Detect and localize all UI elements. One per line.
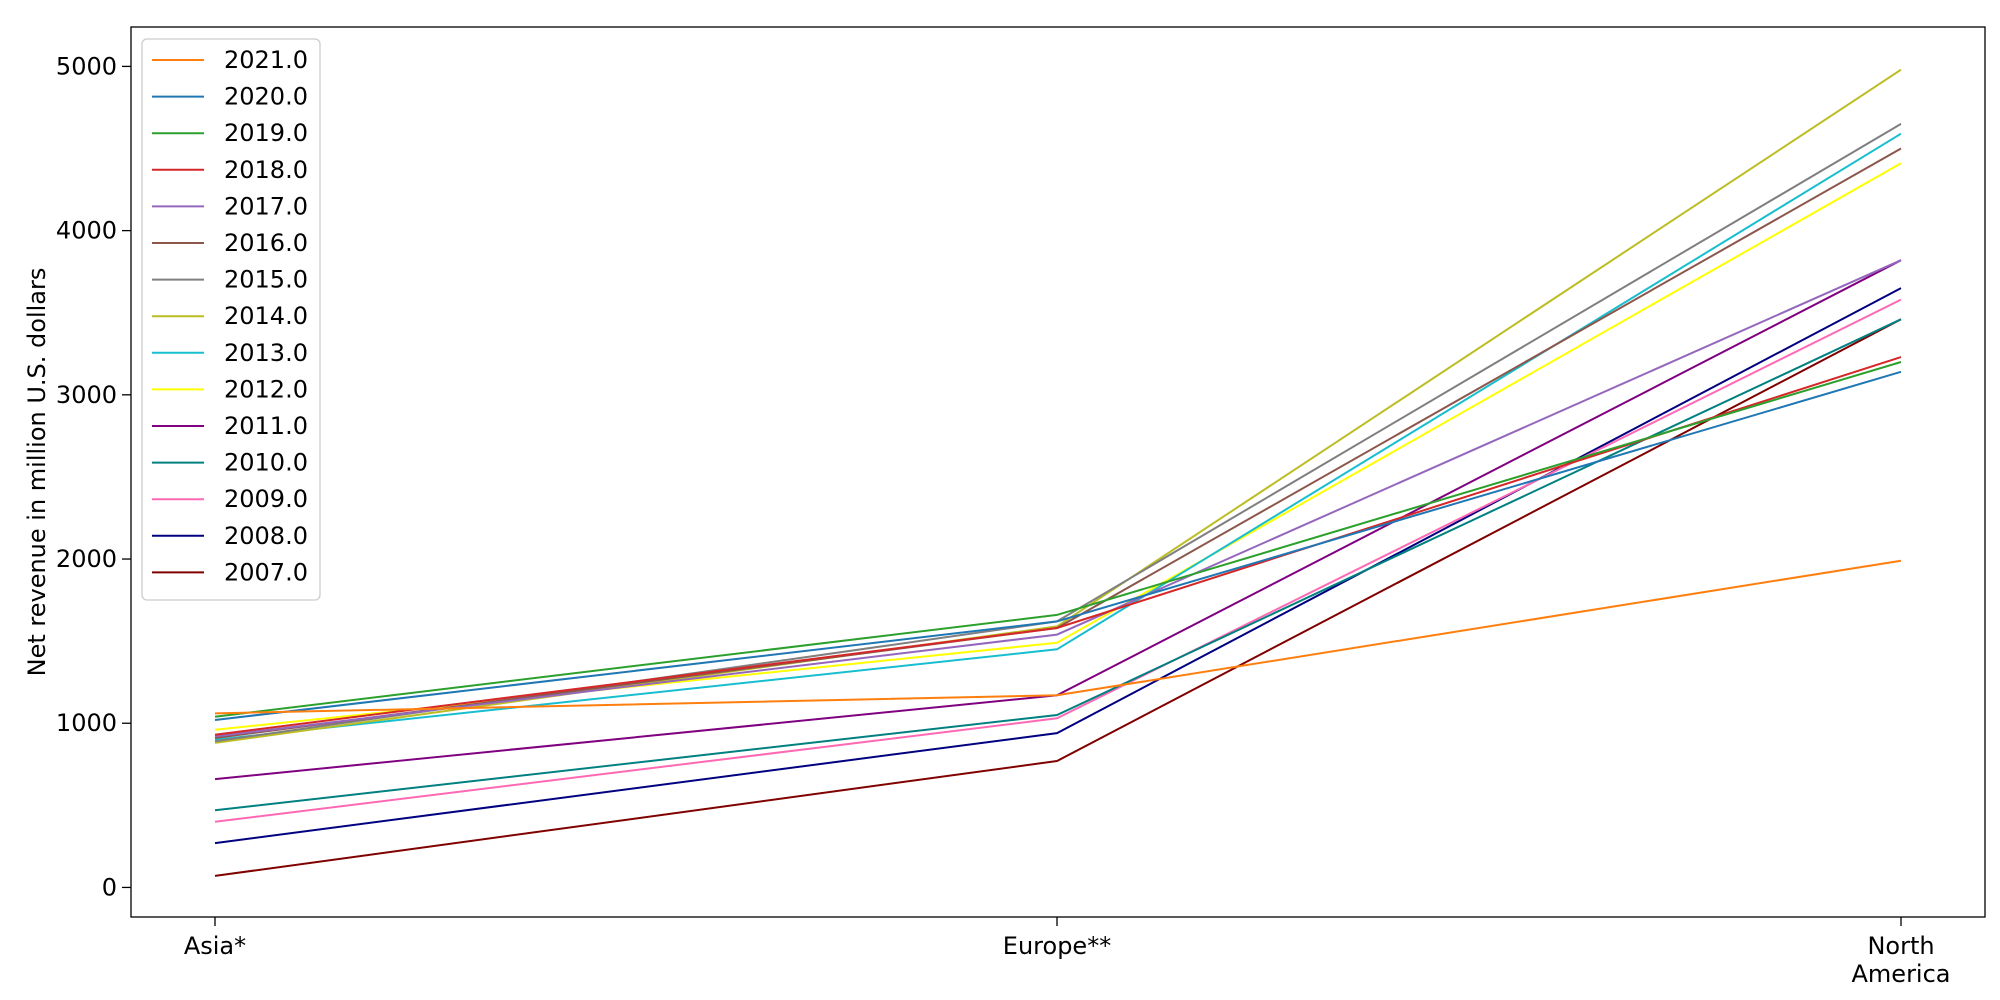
series-line-2018.0 bbox=[214, 356, 1902, 736]
y-tick-label: 4000 bbox=[56, 217, 117, 245]
legend-label: 2020.0 bbox=[224, 83, 308, 111]
series-line-2021.0 bbox=[214, 559, 1902, 715]
x-tick-label: Asia* bbox=[184, 932, 246, 960]
y-tick-label: 1000 bbox=[56, 709, 117, 737]
legend-box bbox=[141, 38, 321, 601]
series-line-2013.0 bbox=[214, 132, 1902, 741]
y-axis-label: Net revenue in million U.S. dollars bbox=[23, 268, 51, 677]
series-line-2020.0 bbox=[214, 370, 1902, 721]
legend-label: 2007.0 bbox=[224, 558, 308, 586]
x-tick-label: North bbox=[1867, 932, 1934, 960]
series-line-2014.0 bbox=[214, 68, 1902, 744]
legend-label: 2015.0 bbox=[224, 266, 308, 294]
legend-label: 2021.0 bbox=[224, 46, 308, 74]
legend-label: 2012.0 bbox=[224, 375, 308, 403]
plot-area-frame bbox=[130, 26, 1986, 918]
y-tick-label: 2000 bbox=[56, 545, 117, 573]
legend-label: 2010.0 bbox=[224, 449, 308, 477]
y-tick-label: 3000 bbox=[56, 381, 117, 409]
legend-label: 2008.0 bbox=[224, 522, 308, 550]
series-line-2009.0 bbox=[214, 298, 1902, 823]
legend-label: 2016.0 bbox=[224, 229, 308, 257]
series-line-2017.0 bbox=[214, 259, 1902, 738]
series-line-2007.0 bbox=[214, 318, 1902, 877]
series-line-2010.0 bbox=[214, 318, 1902, 812]
legend-label: 2013.0 bbox=[224, 339, 308, 367]
legend-label: 2018.0 bbox=[224, 156, 308, 184]
legend-label: 2011.0 bbox=[224, 412, 308, 440]
x-tick-label: Europe** bbox=[1003, 932, 1111, 960]
series-line-2008.0 bbox=[214, 287, 1902, 845]
legend-label: 2017.0 bbox=[224, 192, 308, 220]
y-axis: 0 1000 2000 3000 4000 5000 bbox=[56, 52, 131, 901]
legend: 2021.0 2020.0 2019.0 2018.0 2017.0 2016.0 2015… bbox=[141, 38, 321, 601]
legend-label: 2014.0 bbox=[224, 302, 308, 330]
y-tick-label: 0 bbox=[102, 873, 117, 901]
series-line-2019.0 bbox=[214, 361, 1902, 718]
x-tick-label: America bbox=[1852, 960, 1951, 988]
legend-label: 2019.0 bbox=[224, 119, 308, 147]
y-tick-label: 5000 bbox=[56, 52, 117, 80]
legend-label: 2009.0 bbox=[224, 485, 308, 513]
series-layer bbox=[214, 68, 1902, 877]
